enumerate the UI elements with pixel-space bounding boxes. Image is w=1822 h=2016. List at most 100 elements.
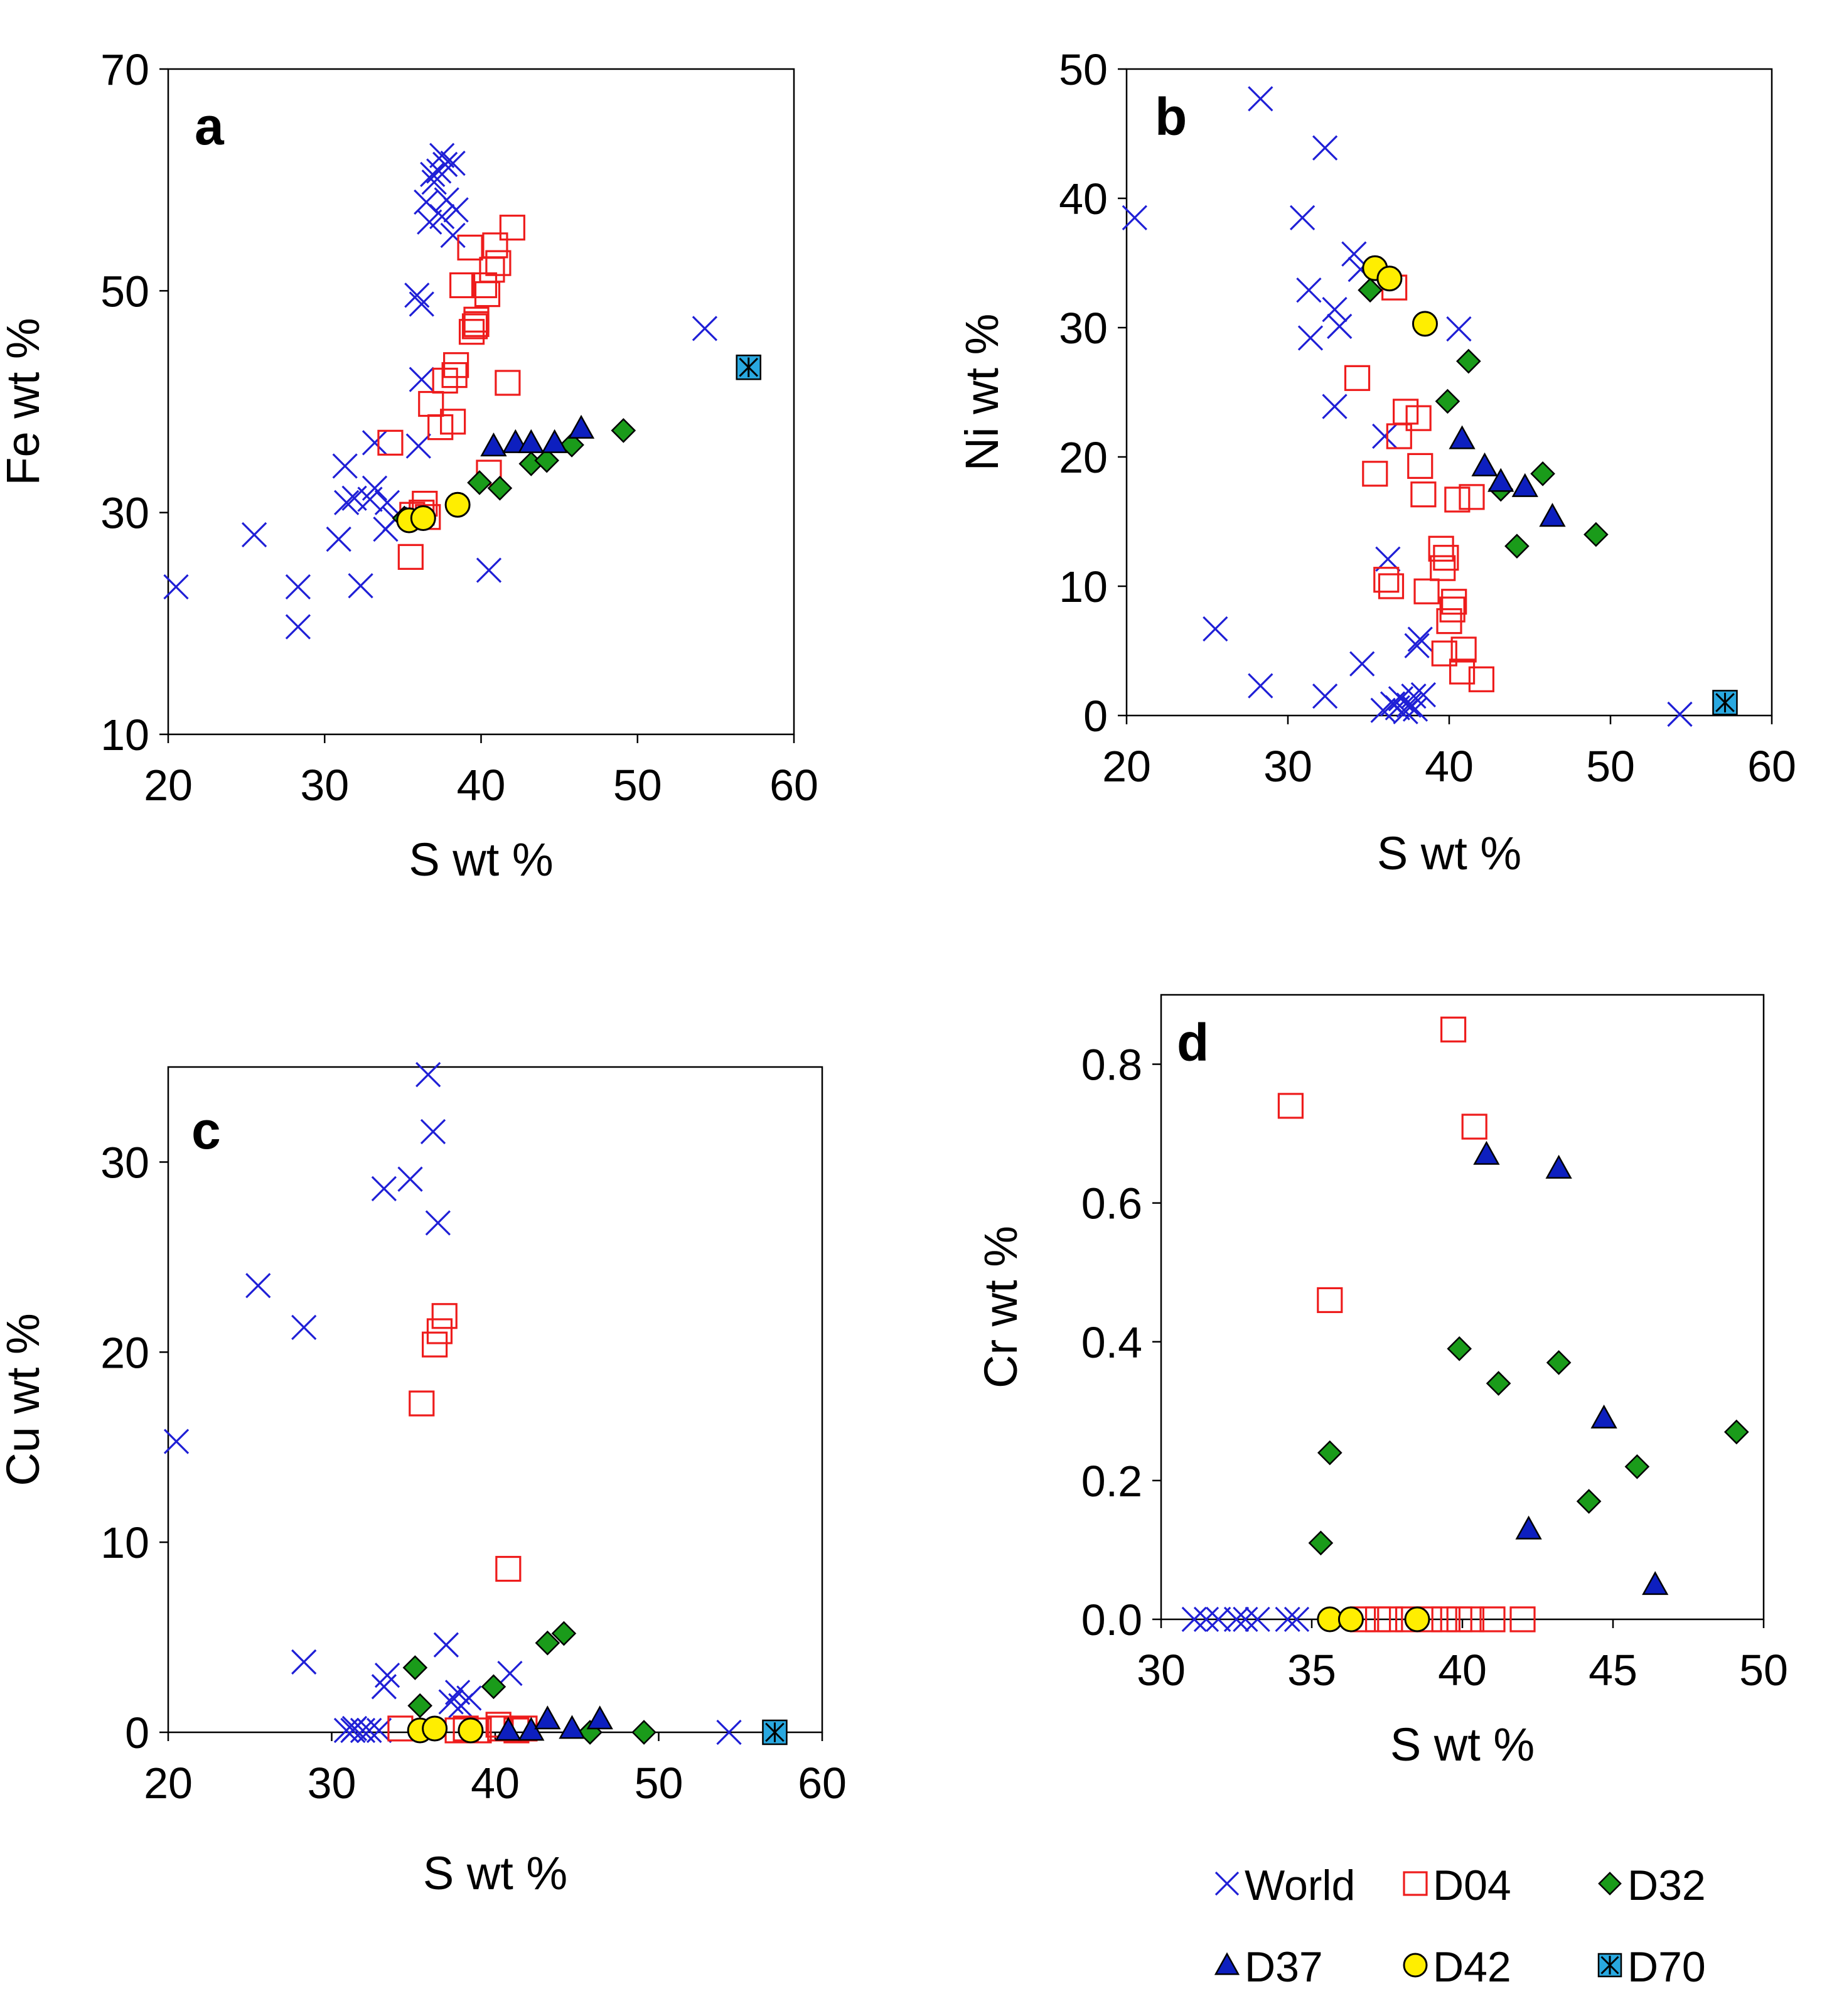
data-point-d32 xyxy=(1358,277,1383,303)
data-point-d04 xyxy=(457,234,483,261)
y-tick-label: 30 xyxy=(1059,304,1108,353)
data-point-d04 xyxy=(1461,1113,1487,1140)
data-point-world xyxy=(163,574,189,600)
data-point-d32 xyxy=(1317,1440,1342,1466)
data-point-d42 xyxy=(1337,1606,1364,1633)
data-point-d32 xyxy=(467,470,492,495)
data-point-d04 xyxy=(495,370,521,396)
data-point-world xyxy=(285,614,311,640)
data-point-d04 xyxy=(1428,535,1454,562)
data-point-world xyxy=(332,453,358,479)
data-point-world xyxy=(357,486,383,512)
x-tick-label: 30 xyxy=(1137,1646,1186,1695)
data-point-world xyxy=(440,222,466,249)
x-tick-label: 60 xyxy=(1747,742,1796,791)
scatter-panel-b: 20 30 40 50 60 0 10 20 30 40 50 S wt % Ni wt % b xyxy=(956,45,1796,879)
plot-frame xyxy=(1160,994,1765,1621)
data-point-d42 xyxy=(1412,311,1438,337)
data-point-world xyxy=(1407,626,1433,652)
data-point-d04 xyxy=(1444,486,1471,513)
data-point-d42 xyxy=(458,1717,484,1744)
scatter-panel-c: 20 30 40 50 60 0 10 20 30 S wt % Cu wt % c xyxy=(0,1061,847,1899)
data-point-world xyxy=(362,430,388,456)
data-point-d37 xyxy=(1471,452,1498,476)
x-tick-label: 20 xyxy=(144,1759,193,1808)
x-tick-label: 60 xyxy=(769,761,818,810)
data-point-d32 xyxy=(1546,1350,1572,1375)
data-point-d04 xyxy=(1373,567,1400,593)
y-tick-label: 70 xyxy=(100,45,149,94)
y-tick-label: 0.2 xyxy=(1081,1457,1142,1506)
x-tick-label: 35 xyxy=(1287,1646,1336,1695)
data-point-d04 xyxy=(1362,461,1388,487)
x-tick-label: 20 xyxy=(144,761,193,810)
y-tick-label: 20 xyxy=(1059,433,1108,482)
scatter-panel-d: 30 35 40 45 50 0.0 0.2 0.4 0.6 0.8 S wt % Cr wt % d xyxy=(975,994,1788,1771)
data-point-world xyxy=(1289,205,1316,231)
y-tick-label: 0.4 xyxy=(1081,1318,1142,1367)
data-point-d04 xyxy=(1407,453,1433,480)
data-point-d04 xyxy=(1440,1016,1467,1043)
data-point-d04 xyxy=(482,232,508,259)
data-point-world xyxy=(1283,1606,1310,1633)
data-point-d04 xyxy=(422,1331,448,1358)
panel-letter: a xyxy=(195,97,225,156)
data-point-world xyxy=(420,161,446,187)
data-point-d04 xyxy=(1433,545,1459,571)
data-point-d37 xyxy=(495,1717,522,1741)
data-point-d32 xyxy=(407,1693,432,1718)
x-icon xyxy=(1214,1871,1240,1896)
y-tick-label: 0 xyxy=(125,1708,149,1757)
data-point-world xyxy=(285,574,311,600)
data-points xyxy=(163,1061,788,1745)
x-tick-label: 30 xyxy=(308,1759,356,1808)
data-point-world xyxy=(716,1719,742,1745)
data-point-d32 xyxy=(534,448,560,473)
data-point-world xyxy=(356,1717,382,1744)
data-point-d37 xyxy=(1539,503,1566,527)
data-point-d37 xyxy=(1642,1571,1669,1595)
data-point-d04 xyxy=(441,362,468,389)
data-point-world xyxy=(456,1685,482,1711)
data-point-world xyxy=(1181,1606,1207,1633)
data-point-d32 xyxy=(1530,461,1555,486)
data-point-d04 xyxy=(1405,405,1432,431)
data-point-d42 xyxy=(410,505,436,531)
legend-label: D70 xyxy=(1627,1943,1706,1991)
data-point-d04 xyxy=(1449,658,1476,685)
data-point-world xyxy=(371,1176,397,1201)
data-point-world xyxy=(374,490,400,515)
data-points xyxy=(1181,1016,1749,1633)
data-point-d37 xyxy=(567,414,595,439)
data-point-d32 xyxy=(551,1621,577,1646)
data-point-world xyxy=(1402,696,1428,722)
y-tick-label: 0 xyxy=(1083,692,1108,741)
plot-frame xyxy=(167,1066,823,1734)
data-point-d04 xyxy=(1479,1606,1506,1633)
data-point-world xyxy=(405,433,431,459)
data-point-world xyxy=(420,1118,446,1145)
data-point-world xyxy=(1410,682,1437,708)
data-point-d70 xyxy=(736,354,761,380)
data-point-d32 xyxy=(487,475,513,501)
data-point-world xyxy=(404,282,430,308)
x-tick-label: 45 xyxy=(1589,1646,1637,1695)
triangle-icon xyxy=(1214,1952,1240,1975)
plot-frame xyxy=(167,68,795,736)
data-point-world xyxy=(1446,316,1472,342)
legend-item-d42: D42 xyxy=(1403,1943,1511,1991)
data-point-world xyxy=(433,1632,459,1658)
x-tick-label: 50 xyxy=(1739,1646,1788,1695)
x-tick-label: 50 xyxy=(1586,742,1635,791)
data-point-d32 xyxy=(1308,1530,1334,1556)
data-point-d04 xyxy=(499,215,525,241)
legend-item-d32: D32 xyxy=(1598,1862,1706,1909)
data-point-d32 xyxy=(1624,1454,1650,1479)
legend: World D04 D32 D37 D42 D70 xyxy=(1214,1862,1706,1991)
legend-label: World xyxy=(1245,1862,1355,1909)
data-point-d04 xyxy=(449,272,476,299)
y-axis-title: Cr wt % xyxy=(975,1226,1027,1388)
data-point-world xyxy=(1203,616,1228,642)
panel-letter: d xyxy=(1177,1013,1209,1072)
